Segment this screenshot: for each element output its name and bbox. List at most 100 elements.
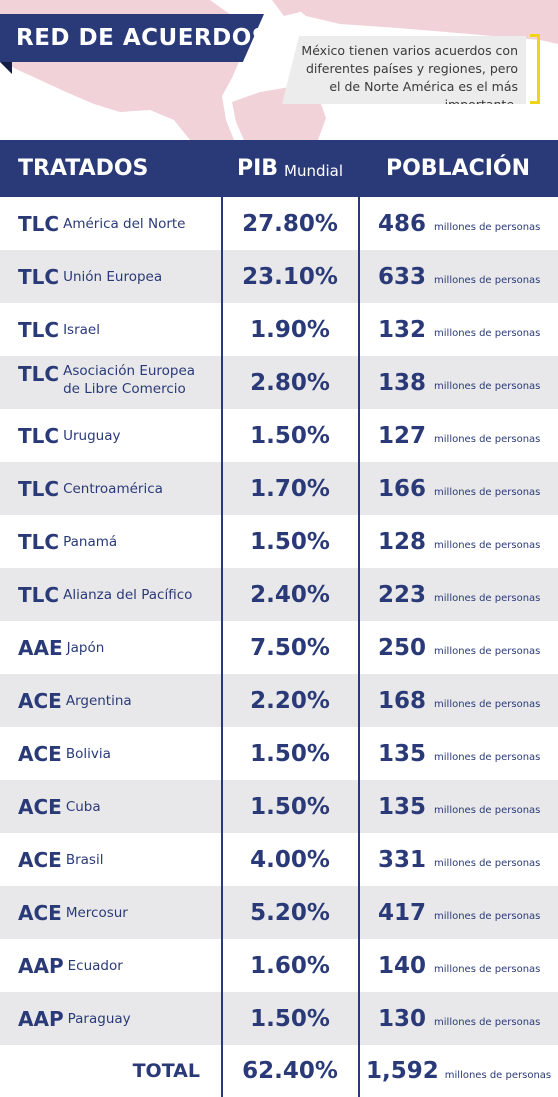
poblacion-cell: 223 millones de personas bbox=[378, 568, 558, 621]
poblacion-value: 127 bbox=[378, 422, 427, 449]
table-row: ACE Brasil 4.00% 331 millones de personas bbox=[0, 833, 558, 886]
poblacion-unit: millones de personas bbox=[434, 752, 541, 763]
treaty-cell: AAP Ecuador bbox=[18, 939, 218, 992]
treaty-name: Bolivia bbox=[65, 745, 111, 762]
treaty-cell: ACE Bolivia bbox=[18, 727, 218, 780]
poblacion-unit: millones de personas bbox=[434, 964, 541, 975]
pib-value: 1.50% bbox=[250, 740, 330, 767]
total-poblacion-unit: millones de personas bbox=[444, 1069, 552, 1081]
treaty-name: Mercosur bbox=[65, 904, 128, 921]
treaty-type: ACE bbox=[18, 741, 62, 766]
treaty-cell: TLC Israel bbox=[18, 303, 218, 356]
poblacion-cell: 166 millones de personas bbox=[378, 462, 558, 515]
treaty-name: Alianza del Pacífico bbox=[63, 586, 193, 603]
poblacion-unit: millones de personas bbox=[434, 1017, 541, 1028]
treaty-cell: AAE Japón bbox=[18, 621, 218, 674]
poblacion-value: 331 bbox=[378, 846, 427, 873]
treaty-type: TLC bbox=[18, 362, 60, 386]
table-row: TLC Unión Europea 23.10% 633 millones de per… bbox=[0, 250, 558, 303]
poblacion-value: 166 bbox=[378, 475, 427, 502]
table-row: TLC Panamá 1.50% 128 millones de personas bbox=[0, 515, 558, 568]
poblacion-cell: 132 millones de personas bbox=[378, 303, 558, 356]
column-header-tratados: TRATADOS bbox=[18, 156, 149, 181]
treaty-cell: TLC Unión Europea bbox=[18, 250, 218, 303]
poblacion-unit: millones de personas bbox=[434, 434, 541, 445]
poblacion-unit: millones de personas bbox=[434, 328, 541, 339]
treaty-cell: TLC Alianza del Pacífico bbox=[18, 568, 218, 621]
poblacion-value: 140 bbox=[378, 952, 427, 979]
treaty-cell: AAP Paraguay bbox=[18, 992, 218, 1045]
table-row: TLC Israel 1.90% 132 millones de personas bbox=[0, 303, 558, 356]
pib-value: 27.80% bbox=[242, 210, 338, 237]
poblacion-unit: millones de personas bbox=[434, 646, 541, 657]
pib-value: 1.90% bbox=[250, 316, 330, 343]
treaty-name-line-2: de Libre Comercio bbox=[63, 381, 186, 397]
poblacion-cell: 130 millones de personas bbox=[378, 992, 558, 1045]
treaty-type: AAP bbox=[18, 1006, 64, 1031]
treaty-type: ACE bbox=[18, 688, 62, 713]
pib-value: 5.20% bbox=[250, 899, 330, 926]
treaty-type: TLC bbox=[18, 423, 60, 448]
poblacion-value: 168 bbox=[378, 687, 427, 714]
poblacion-value: 250 bbox=[378, 634, 427, 661]
poblacion-unit: millones de personas bbox=[434, 381, 541, 392]
title-ribbon-fold bbox=[0, 62, 12, 74]
column-divider-2 bbox=[358, 197, 360, 1097]
pib-value: 1.60% bbox=[250, 952, 330, 979]
pib-value: 23.10% bbox=[242, 263, 338, 290]
treaty-cell: TLC Uruguay bbox=[18, 409, 218, 462]
treaty-name: América del Norte bbox=[63, 215, 186, 232]
treaty-type: ACE bbox=[18, 900, 62, 925]
note-accent-bracket bbox=[530, 34, 540, 104]
poblacion-value: 130 bbox=[378, 1005, 427, 1032]
poblacion-value: 135 bbox=[378, 740, 427, 767]
pib-value: 1.50% bbox=[250, 422, 330, 449]
poblacion-value: 138 bbox=[378, 369, 427, 396]
treaty-name: Paraguay bbox=[67, 1010, 131, 1027]
total-pib: 62.40% bbox=[242, 1058, 338, 1084]
treaty-cell: ACE Brasil bbox=[18, 833, 218, 886]
poblacion-unit: millones de personas bbox=[434, 911, 541, 922]
table-row: AAE Japón 7.50% 250 millones de personas bbox=[0, 621, 558, 674]
treaty-type: TLC bbox=[18, 264, 60, 289]
poblacion-value: 132 bbox=[378, 316, 427, 343]
total-row: TOTAL 62.40% 1,592 millones de personas bbox=[0, 1045, 558, 1097]
treaty-cell: ACE Cuba bbox=[18, 780, 218, 833]
column-header-pib-label: PIB bbox=[236, 156, 279, 181]
table-row: TLC Alianza del Pacífico 2.40% 223 millones … bbox=[0, 568, 558, 621]
treaty-cell: TLC Asociación Europea de Libre Comercio bbox=[18, 356, 218, 409]
table-row: TLC Asociación Europea de Libre Comercio 2.… bbox=[0, 356, 558, 409]
treaty-name: Brasil bbox=[65, 851, 104, 868]
treaty-type: ACE bbox=[18, 847, 62, 872]
treaty-cell: ACE Argentina bbox=[18, 674, 218, 727]
pib-value: 2.40% bbox=[250, 581, 330, 608]
treaty-type: TLC bbox=[18, 317, 60, 342]
pib-value: 1.70% bbox=[250, 475, 330, 502]
poblacion-cell: 250 millones de personas bbox=[378, 621, 558, 674]
treaty-name: Unión Europea bbox=[63, 268, 163, 285]
poblacion-unit: millones de personas bbox=[434, 858, 541, 869]
table-row: AAP Ecuador 1.60% 140 millones de personas bbox=[0, 939, 558, 992]
poblacion-value: 486 bbox=[378, 210, 427, 237]
pib-value: 1.50% bbox=[250, 1005, 330, 1032]
treaty-type: TLC bbox=[18, 582, 60, 607]
table-row: ACE Argentina 2.20% 168 millones de personas bbox=[0, 674, 558, 727]
column-header-pib: PIB Mundial bbox=[222, 140, 358, 197]
poblacion-cell: 127 millones de personas bbox=[378, 409, 558, 462]
column-header-poblacion: POBLACIÓN bbox=[385, 156, 531, 181]
page-title: RED DE ACUERDOS bbox=[16, 25, 269, 51]
poblacion-cell: 331 millones de personas bbox=[378, 833, 558, 886]
table-row: TLC Centroamérica 1.70% 166 millones de pers… bbox=[0, 462, 558, 515]
poblacion-cell: 135 millones de personas bbox=[378, 727, 558, 780]
poblacion-cell: 417 millones de personas bbox=[378, 886, 558, 939]
table-row: ACE Cuba 1.50% 135 millones de personas bbox=[0, 780, 558, 833]
table-row: AAP Paraguay 1.50% 130 millones de personas bbox=[0, 992, 558, 1045]
treaty-type: TLC bbox=[18, 529, 60, 554]
treaty-type: AAE bbox=[18, 635, 63, 660]
treaty-cell: TLC Centroamérica bbox=[18, 462, 218, 515]
poblacion-value: 223 bbox=[378, 581, 427, 608]
poblacion-value: 417 bbox=[378, 899, 427, 926]
map-landmass-asia bbox=[286, 0, 558, 44]
pib-value: 1.50% bbox=[250, 528, 330, 555]
poblacion-unit: millones de personas bbox=[434, 275, 541, 286]
